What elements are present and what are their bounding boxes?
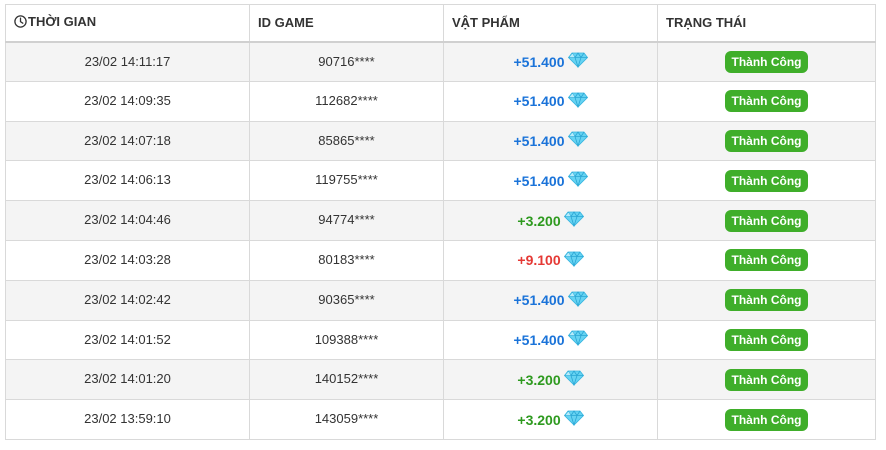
header-time: THỜI GIAN: [5, 4, 250, 43]
row-time: 23/02 14:01:52: [5, 319, 250, 361]
row-item-amount: +51.400: [513, 53, 565, 70]
status-badge: Thành Công: [724, 169, 809, 192]
transaction-history: THỜI GIAN ID GAME VẬT PHẨM TRẠNG THÁI 23…: [5, 4, 876, 440]
status-badge: Thành Công: [724, 129, 809, 152]
row-item: +51.400: [443, 279, 658, 321]
row-item: +51.400: [443, 120, 658, 162]
status-badge: Thành Công: [724, 249, 809, 272]
row-status: Thành Công: [657, 41, 876, 82]
row-status: Thành Công: [657, 200, 876, 241]
table-row: 23/02 14:01:52 109388**** +51.400 Thành Côn…: [5, 319, 876, 361]
row-item-amount: +3.200: [517, 212, 561, 229]
status-badge: Thành Công: [724, 90, 809, 113]
row-item-amount: +3.200: [517, 411, 561, 428]
status-badge: Thành Công: [724, 328, 809, 351]
row-game-id: 140152****: [249, 359, 444, 401]
row-status: Thành Công: [657, 160, 876, 202]
table-row: 23/02 14:09:35 112682**** +51.400 Thành Côn…: [5, 80, 876, 122]
diamond-icon: [563, 370, 584, 389]
row-game-id: 94774****: [249, 200, 444, 241]
row-item-amount: +51.400: [513, 331, 565, 348]
row-item-amount: +3.200: [517, 371, 561, 388]
row-game-id: 90365****: [249, 279, 444, 321]
row-time: 23/02 14:11:17: [5, 41, 250, 82]
table-row: 23/02 14:01:20 140152**** +3.200 Thành Công: [5, 359, 876, 401]
row-game-id: 90716****: [249, 41, 444, 82]
row-item: +9.100: [443, 239, 658, 281]
row-game-id: 109388****: [249, 319, 444, 361]
diamond-icon: [567, 52, 588, 71]
header-status: TRẠNG THÁI: [657, 4, 876, 43]
row-item-amount: +9.100: [517, 252, 561, 269]
row-time: 23/02 14:04:46: [5, 200, 250, 241]
status-badge: Thành Công: [724, 50, 809, 73]
header-item: VẬT PHẨM: [443, 4, 658, 43]
table-row: 23/02 13:59:10 143059**** +3.200 Thành Công: [5, 399, 876, 440]
table-row: 23/02 14:02:42 90365**** +51.400 Thành Công: [5, 279, 876, 321]
transaction-table: THỜI GIAN ID GAME VẬT PHẨM TRẠNG THÁI 23…: [5, 4, 876, 440]
row-game-id: 85865****: [249, 120, 444, 162]
row-item: +51.400: [443, 160, 658, 202]
row-time: 23/02 14:07:18: [5, 120, 250, 162]
table-row: 23/02 14:03:28 80183**** +9.100 Thành Công: [5, 239, 876, 281]
table-header-row: THỜI GIAN ID GAME VẬT PHẨM TRẠNG THÁI: [5, 4, 876, 43]
row-status: Thành Công: [657, 279, 876, 321]
row-time: 23/02 14:09:35: [5, 80, 250, 122]
row-status: Thành Công: [657, 359, 876, 401]
diamond-icon: [567, 171, 588, 190]
row-time: 23/02 13:59:10: [5, 399, 250, 440]
status-badge: Thành Công: [724, 368, 809, 391]
row-status: Thành Công: [657, 80, 876, 122]
diamond-icon: [563, 251, 584, 270]
row-item: +51.400: [443, 80, 658, 122]
row-time: 23/02 14:03:28: [5, 239, 250, 281]
row-item-amount: +51.400: [513, 292, 565, 309]
row-item-amount: +51.400: [513, 132, 565, 149]
row-status: Thành Công: [657, 399, 876, 440]
header-time-label: THỜI GIAN: [28, 14, 97, 30]
table-row: 23/02 14:04:46 94774**** +3.200 Thành Công: [5, 200, 876, 241]
diamond-icon: [567, 330, 588, 349]
header-id: ID GAME: [249, 4, 444, 43]
diamond-icon: [567, 131, 588, 150]
diamond-icon: [563, 410, 584, 429]
row-time: 23/02 14:01:20: [5, 359, 250, 401]
row-status: Thành Công: [657, 319, 876, 361]
row-time: 23/02 14:06:13: [5, 160, 250, 202]
status-badge: Thành Công: [724, 209, 809, 232]
table-row: 23/02 14:06:13 119755**** +51.400 Thành Côn…: [5, 160, 876, 202]
row-item: +3.200: [443, 359, 658, 401]
row-time: 23/02 14:02:42: [5, 279, 250, 321]
row-game-id: 112682****: [249, 80, 444, 122]
diamond-icon: [563, 211, 584, 230]
row-item-amount: +51.400: [513, 172, 565, 189]
row-status: Thành Công: [657, 120, 876, 162]
diamond-icon: [567, 290, 588, 310]
diamond-icon: [567, 91, 588, 111]
row-item-amount: +51.400: [513, 93, 565, 110]
table-row: 23/02 14:11:17 90716**** +51.400 Thành Công: [5, 41, 876, 82]
status-badge: Thành Công: [724, 289, 809, 312]
row-item: +51.400: [443, 319, 658, 361]
clock-icon: [14, 15, 27, 31]
status-badge: Thành Công: [724, 408, 809, 431]
table-row: 23/02 14:07:18 85865**** +51.400 Thành Công: [5, 120, 876, 162]
row-game-id: 80183****: [249, 239, 444, 281]
row-game-id: 143059****: [249, 399, 444, 440]
row-item: +3.200: [443, 399, 658, 440]
row-item: +51.400: [443, 41, 658, 82]
row-status: Thành Công: [657, 239, 876, 281]
row-game-id: 119755****: [249, 160, 444, 202]
row-item: +3.200: [443, 200, 658, 241]
